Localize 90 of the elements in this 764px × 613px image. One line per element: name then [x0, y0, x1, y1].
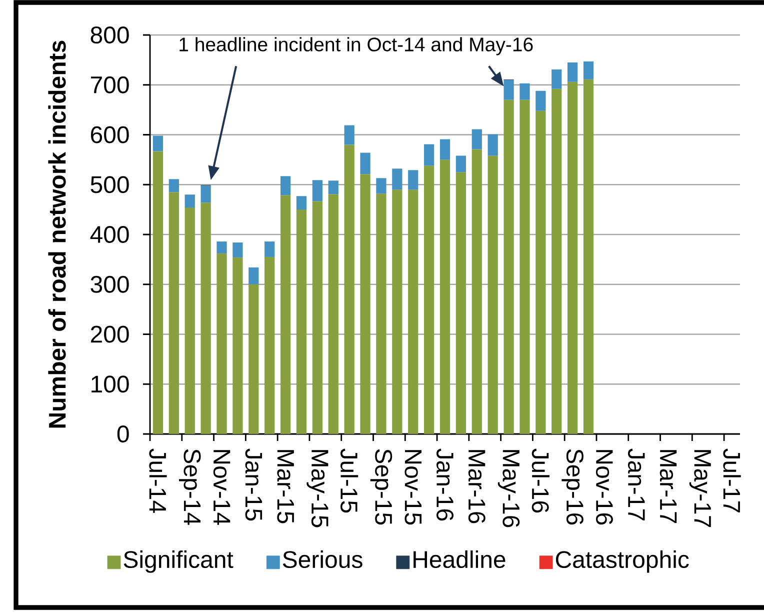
bar: [568, 82, 578, 434]
bar: [248, 267, 259, 284]
x-tick-label: Jan-16: [436, 448, 454, 521]
x-tick-label: Mar-16: [468, 450, 486, 524]
bar: [440, 160, 450, 434]
bar: [472, 129, 482, 150]
bar: [216, 241, 227, 254]
bar: [360, 174, 370, 434]
bar: [376, 178, 386, 194]
legend-label: Catastrophic: [556, 550, 689, 573]
y-tick-label: 0: [117, 426, 129, 442]
bar: [504, 100, 514, 434]
bar: [360, 152, 370, 174]
x-tick-label: Jul-17: [723, 448, 741, 512]
bar: [472, 149, 482, 434]
bar: [520, 83, 530, 100]
bar: [392, 190, 402, 434]
bar: [296, 196, 307, 210]
bar: [408, 170, 418, 190]
bar: [536, 90, 546, 111]
bar: [312, 180, 322, 202]
bar: [248, 284, 259, 434]
bar: [296, 210, 307, 434]
bar: [200, 186, 211, 203]
x-tick-label: May-17: [689, 450, 711, 527]
x-tick-label: Jan-17: [628, 448, 645, 520]
x-tick-label: Jul-16: [532, 448, 550, 512]
bar: [152, 151, 164, 434]
legend-label: Significant: [124, 550, 234, 573]
bar: [552, 88, 562, 434]
bar: [408, 190, 418, 434]
bar: [168, 192, 179, 434]
x-tick-label: Jul-14: [149, 448, 167, 513]
bar: [280, 176, 291, 196]
bar: [344, 125, 354, 145]
bar: [568, 62, 578, 82]
y-tick-label: 400: [90, 226, 129, 243]
bar: [424, 144, 434, 166]
bar: [328, 194, 338, 434]
x-tick-label: Jan-15: [245, 448, 262, 521]
bar: [552, 69, 562, 89]
y-tick-label: 600: [90, 126, 129, 144]
bar: [583, 61, 594, 80]
x-tick-label: Sep-16: [562, 449, 584, 525]
bar: [456, 172, 466, 434]
bar: [280, 195, 291, 434]
x-tick-label: Nov-15: [404, 450, 422, 525]
y-axis-title: Number of road network incidents: [48, 40, 66, 428]
bar: [184, 194, 195, 208]
bar: [504, 80, 514, 100]
x-tick-label: Jul-15: [340, 448, 358, 513]
legend-label: Headline: [414, 550, 506, 568]
bar: [216, 253, 227, 434]
y-tick-label: 100: [92, 376, 129, 393]
y-tick-label: 800: [90, 26, 129, 44]
bar: [392, 168, 402, 190]
bar: [184, 208, 195, 434]
bar: [488, 134, 498, 156]
bar: [168, 179, 179, 192]
x-tick-label: Sep-15: [370, 449, 392, 525]
bar: [520, 100, 530, 434]
bar: [152, 136, 164, 152]
bar: [536, 110, 546, 434]
x-tick-label: Nov-14: [213, 450, 230, 525]
bar: [344, 144, 354, 434]
x-tick-label: Mar-17: [660, 450, 677, 523]
x-tick-label: Sep-14: [178, 449, 201, 525]
x-tick-label: Mar-15: [277, 450, 294, 524]
x-tick-label: Nov-16: [596, 450, 613, 524]
bar: [264, 256, 275, 434]
bar: [488, 156, 498, 434]
bar: [200, 202, 211, 434]
legend-label: Serious: [282, 550, 362, 568]
annotation: 1 headline incident in Oct-14 and May-16: [180, 37, 533, 56]
bar: [440, 139, 450, 160]
y-tick-label: 300: [90, 276, 129, 293]
bar: [424, 166, 434, 434]
bar: [264, 241, 275, 257]
bar: [312, 201, 322, 434]
bar: [583, 79, 594, 434]
bar: [376, 194, 386, 434]
x-tick-label: May-16: [498, 450, 520, 528]
bar: [328, 180, 338, 194]
bar: [232, 257, 243, 434]
y-tick-label: 500: [90, 176, 129, 194]
y-tick-label: 200: [90, 326, 129, 343]
bar: [456, 156, 466, 172]
x-tick-label: May-15: [306, 450, 328, 528]
y-tick-label: 700: [90, 76, 129, 94]
bar: [232, 242, 243, 258]
